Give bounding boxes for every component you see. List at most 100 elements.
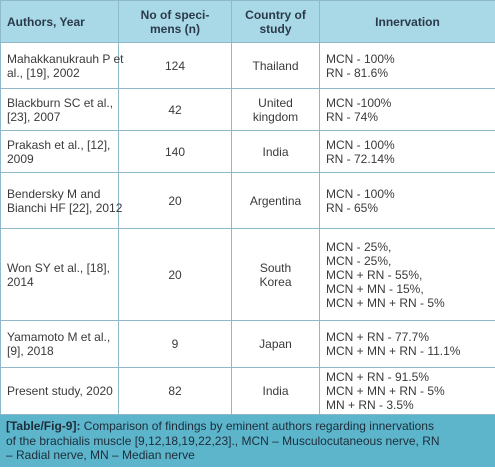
cell-line: Korea xyxy=(259,274,292,289)
cell-line: MCN + MN - 15%, xyxy=(326,281,424,296)
cell-number: 20 xyxy=(168,193,182,208)
cell-line: MN + RN - 3.5% xyxy=(326,398,414,412)
cell-number: 20 xyxy=(168,267,182,282)
cell-line: MCN + RN - 91.5% xyxy=(326,370,430,384)
cell-line: Country of xyxy=(245,7,306,22)
country-cell: India xyxy=(231,367,320,415)
n-cell: 20 xyxy=(118,228,232,321)
cell-line: MCN - 100% xyxy=(326,137,395,152)
caption-text: of the brachialis muscle [9,12,18,19,22,… xyxy=(6,433,440,448)
table-row: Bendersky M and Bianchi HF [22], 2012 20 Ar… xyxy=(0,172,495,229)
authors-cell: Bendersky M and Bianchi HF [22], 2012 xyxy=(0,172,123,229)
cell-line: MCN + RN - 55%, xyxy=(326,267,423,282)
cell-line: MCN - 100% xyxy=(326,186,395,201)
table: Authors, Year No of speci-mens (n) Country… xyxy=(0,0,495,415)
n-cell: 124 xyxy=(118,42,232,89)
authors-cell: Yamamoto M et al., [9], 2018 xyxy=(0,320,119,368)
cell-line: MCN - 25%, xyxy=(326,253,392,268)
cell-line: Prakash et al., [12], xyxy=(7,137,111,152)
cell-line: [9], 2018 xyxy=(7,344,54,358)
cell-line: Won SY et al., [18], xyxy=(7,260,110,275)
cell-line: Innervation xyxy=(375,14,440,29)
cell-line: MCN + MN + RN - 11.1% xyxy=(326,344,461,358)
cell-line: RN - 65% xyxy=(326,200,379,215)
innervation-cell: MCN - 100% RN - 72.14% xyxy=(319,130,495,173)
authors-cell: Blackburn SC et al., [23], 2007 xyxy=(0,88,119,131)
cell-line: India xyxy=(262,144,289,159)
table-row: Blackburn SC et al., [23], 2007 42 United ki… xyxy=(0,88,495,131)
table-row: Present study, 2020 82 India MCN + RN - 91.… xyxy=(0,367,495,415)
cell-number: 124 xyxy=(164,58,186,73)
cell-number: 42 xyxy=(168,102,182,117)
cell-number: 9 xyxy=(171,337,179,351)
cell-line: mens (n) xyxy=(149,21,200,36)
n-cell: 140 xyxy=(118,130,232,173)
authors-cell: Prakash et al., [12], 2009 xyxy=(0,130,119,173)
table-row: Prakash et al., [12], 2009 140 India MCN - 1… xyxy=(0,130,495,173)
cell-line: MCN + MN + RN - 5% xyxy=(326,295,445,310)
cell-line: 2014 xyxy=(7,274,34,289)
caption-label: [Table/Fig-9]: xyxy=(6,419,81,433)
cell-line: Japan xyxy=(259,337,292,351)
cell-line: Bianchi HF [22], 2012 xyxy=(7,200,123,215)
cell-line: South xyxy=(259,260,292,275)
table-row: Mahakkanukrauh P et al., [19], 2002 124 Tha… xyxy=(0,42,495,89)
caption: [Table/Fig-9]: Comparison of findings by… xyxy=(0,415,495,467)
n-cell: 9 xyxy=(118,320,232,368)
cell-line: MCN - 25%, xyxy=(326,239,392,254)
country-cell: India xyxy=(231,130,320,173)
cell-line: study xyxy=(259,21,292,36)
country-cell: Thailand xyxy=(231,42,320,89)
cell-line: al., [19], 2002 xyxy=(7,65,80,80)
cell-line: kingdom xyxy=(252,109,299,124)
innervation-cell: MCN - 25%, MCN - 25%, MCN + RN - 55%, MCN +… xyxy=(319,228,495,321)
authors-cell: Mahakkanukrauh P et al., [19], 2002 xyxy=(0,42,124,89)
header-row: Authors, Year No of speci-mens (n) Country… xyxy=(0,0,495,43)
n-cell: 20 xyxy=(118,172,232,229)
cell-line: MCN + MN + RN - 5% xyxy=(326,384,445,398)
cell-line: United xyxy=(258,95,293,110)
country-cell: South Korea xyxy=(231,228,320,321)
table-row: Yamamoto M et al., [9], 2018 9 Japan MCN + R… xyxy=(0,320,495,368)
country-cell: Japan xyxy=(231,320,320,368)
caption-text: Comparison of findings by eminent author… xyxy=(83,419,434,433)
cell-line: Thailand xyxy=(252,58,299,73)
n-cell: 42 xyxy=(118,88,232,131)
n-cell: 82 xyxy=(118,367,232,415)
cell-line: Argentina xyxy=(249,193,302,208)
caption-text: – Radial nerve, MN – Median nerve xyxy=(6,448,195,462)
cell-line: RN - 81.6% xyxy=(326,65,389,80)
table-body: Mahakkanukrauh P et al., [19], 2002 124 Tha… xyxy=(0,42,495,415)
cell-line: MCN -100% xyxy=(326,95,392,110)
cell-line: RN - 74% xyxy=(326,109,379,124)
cell-line: India xyxy=(262,384,289,398)
authors-cell: Won SY et al., [18], 2014 xyxy=(0,228,119,321)
cell-line: Authors, Year xyxy=(7,14,85,29)
header-cell: Country of study xyxy=(231,0,320,43)
cell-line: Mahakkanukrauh P et xyxy=(7,51,124,66)
authors-cell: Present study, 2020 xyxy=(0,367,119,415)
cell-line: MCN - 100% xyxy=(326,51,395,66)
cell-number: 82 xyxy=(168,384,182,398)
table-row: Won SY et al., [18], 2014 20 South Korea MCN … xyxy=(0,228,495,321)
cell-line: Blackburn SC et al., xyxy=(7,95,114,110)
header-cell: No of speci-mens (n) xyxy=(118,0,232,43)
innervation-cell: MCN - 100% RN - 81.6% xyxy=(319,42,495,89)
cell-line: Yamamoto M et al., xyxy=(7,330,111,344)
cell-line: Present study, 2020 xyxy=(7,384,113,398)
cell-number: 140 xyxy=(164,144,186,159)
country-cell: United kingdom xyxy=(231,88,320,131)
country-cell: Argentina xyxy=(231,172,320,229)
header-cell: Authors, Year xyxy=(0,0,119,43)
innervation-cell: MCN -100% RN - 74% xyxy=(319,88,495,131)
cell-line: Bendersky M and xyxy=(7,186,101,201)
innervation-cell: MCN + RN - 91.5% MCN + MN + RN - 5% MN + R… xyxy=(319,367,495,415)
innervation-cell: MCN + RN - 77.7% MCN + MN + RN - 11.1% xyxy=(319,320,495,368)
cell-line: No of speci- xyxy=(140,7,210,22)
header-cell: Innervation xyxy=(319,0,495,43)
cell-line: 2009 xyxy=(7,151,34,166)
cell-line: RN - 72.14% xyxy=(326,151,395,166)
cell-line: MCN + RN - 77.7% xyxy=(326,330,430,344)
cell-line: [23], 2007 xyxy=(7,109,61,124)
